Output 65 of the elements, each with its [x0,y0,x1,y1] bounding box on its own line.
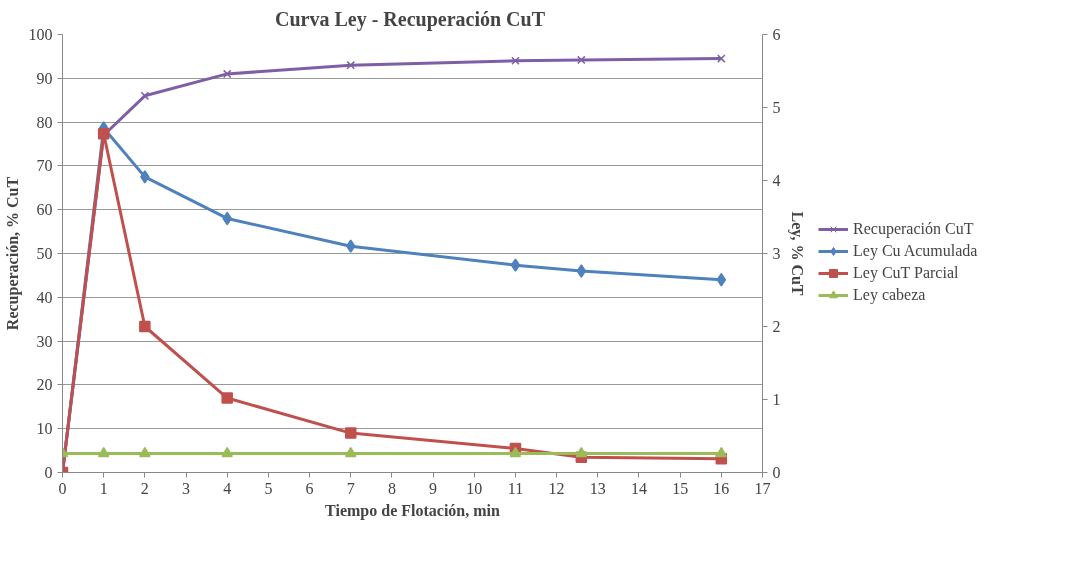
legend-label: Ley cabeza [853,285,926,304]
y-axis-title: Recuperación, % CuT [3,176,22,331]
y2-tick-label: 3 [772,245,781,262]
point [221,392,233,404]
x-axis-title: Tiempo de Flotación, min [325,501,501,520]
point [716,273,727,287]
point [344,447,357,458]
y2-tick-label: 0 [772,464,781,481]
point [511,56,520,66]
y-tick-label: 100 [28,26,53,43]
x-tick-label: 10 [466,479,483,497]
x-tick-label: 17 [754,479,771,497]
x-tick-label: 14 [630,479,647,497]
y2-tick-label: 6 [772,26,781,43]
x-tick-label: 4 [223,479,232,497]
y-tick-label: 50 [36,245,53,262]
point [509,447,522,458]
y-tick-label: 70 [36,157,53,175]
point [577,55,586,65]
point [344,427,357,439]
point [139,447,151,458]
legend-label: Recuperación CuT [853,219,974,238]
y-tick-label: 60 [36,201,53,219]
y2-axis-title: Ley, % CuT [787,211,806,296]
y2-tick-label: 2 [772,318,781,335]
x-tick-label: 15 [672,479,689,497]
point [139,320,151,333]
y-tick-label: 10 [36,420,53,438]
point [575,447,588,458]
y2-tick-label: 4 [772,172,781,189]
x-tick-label: 9 [429,479,438,497]
y-tick-label: 40 [36,288,53,306]
point [222,69,232,79]
x-tick-label: 16 [713,479,730,497]
y-tick-label: 80 [36,113,53,131]
point [345,239,356,253]
y-tick-label: 30 [36,332,53,350]
point [346,60,356,70]
y2-tick-label: 5 [772,99,781,116]
x-tick-label: 5 [264,479,273,497]
x-tick-label: 1 [99,479,108,497]
point [221,447,233,458]
point [510,258,521,272]
point [97,447,110,458]
point [717,54,726,63]
y-tick-label: 0 [44,464,53,481]
x-tick-label: 13 [589,479,606,497]
x-tick-label: 6 [305,479,314,497]
x-tick-label: 8 [387,479,396,497]
x-tick-label: 7 [346,479,355,497]
y2-tick-label: 1 [772,391,781,408]
point [140,91,150,101]
x-tick-label: 11 [507,479,524,497]
y-tick-label: 20 [36,376,53,394]
legend-label: Ley CuT Parcial [853,263,959,282]
point [715,447,728,458]
chart-title: Curva Ley - Recuperación CuT [275,7,546,31]
x-tick-label: 2 [140,479,149,497]
x-tick-label: 12 [548,479,565,497]
point [140,170,150,184]
point [576,264,587,278]
x-tick-label: 0 [58,479,67,497]
y-tick-label: 90 [36,69,53,87]
x-tick-label: 3 [182,479,191,497]
legend-label: Ley Cu Acumulada [853,241,978,260]
